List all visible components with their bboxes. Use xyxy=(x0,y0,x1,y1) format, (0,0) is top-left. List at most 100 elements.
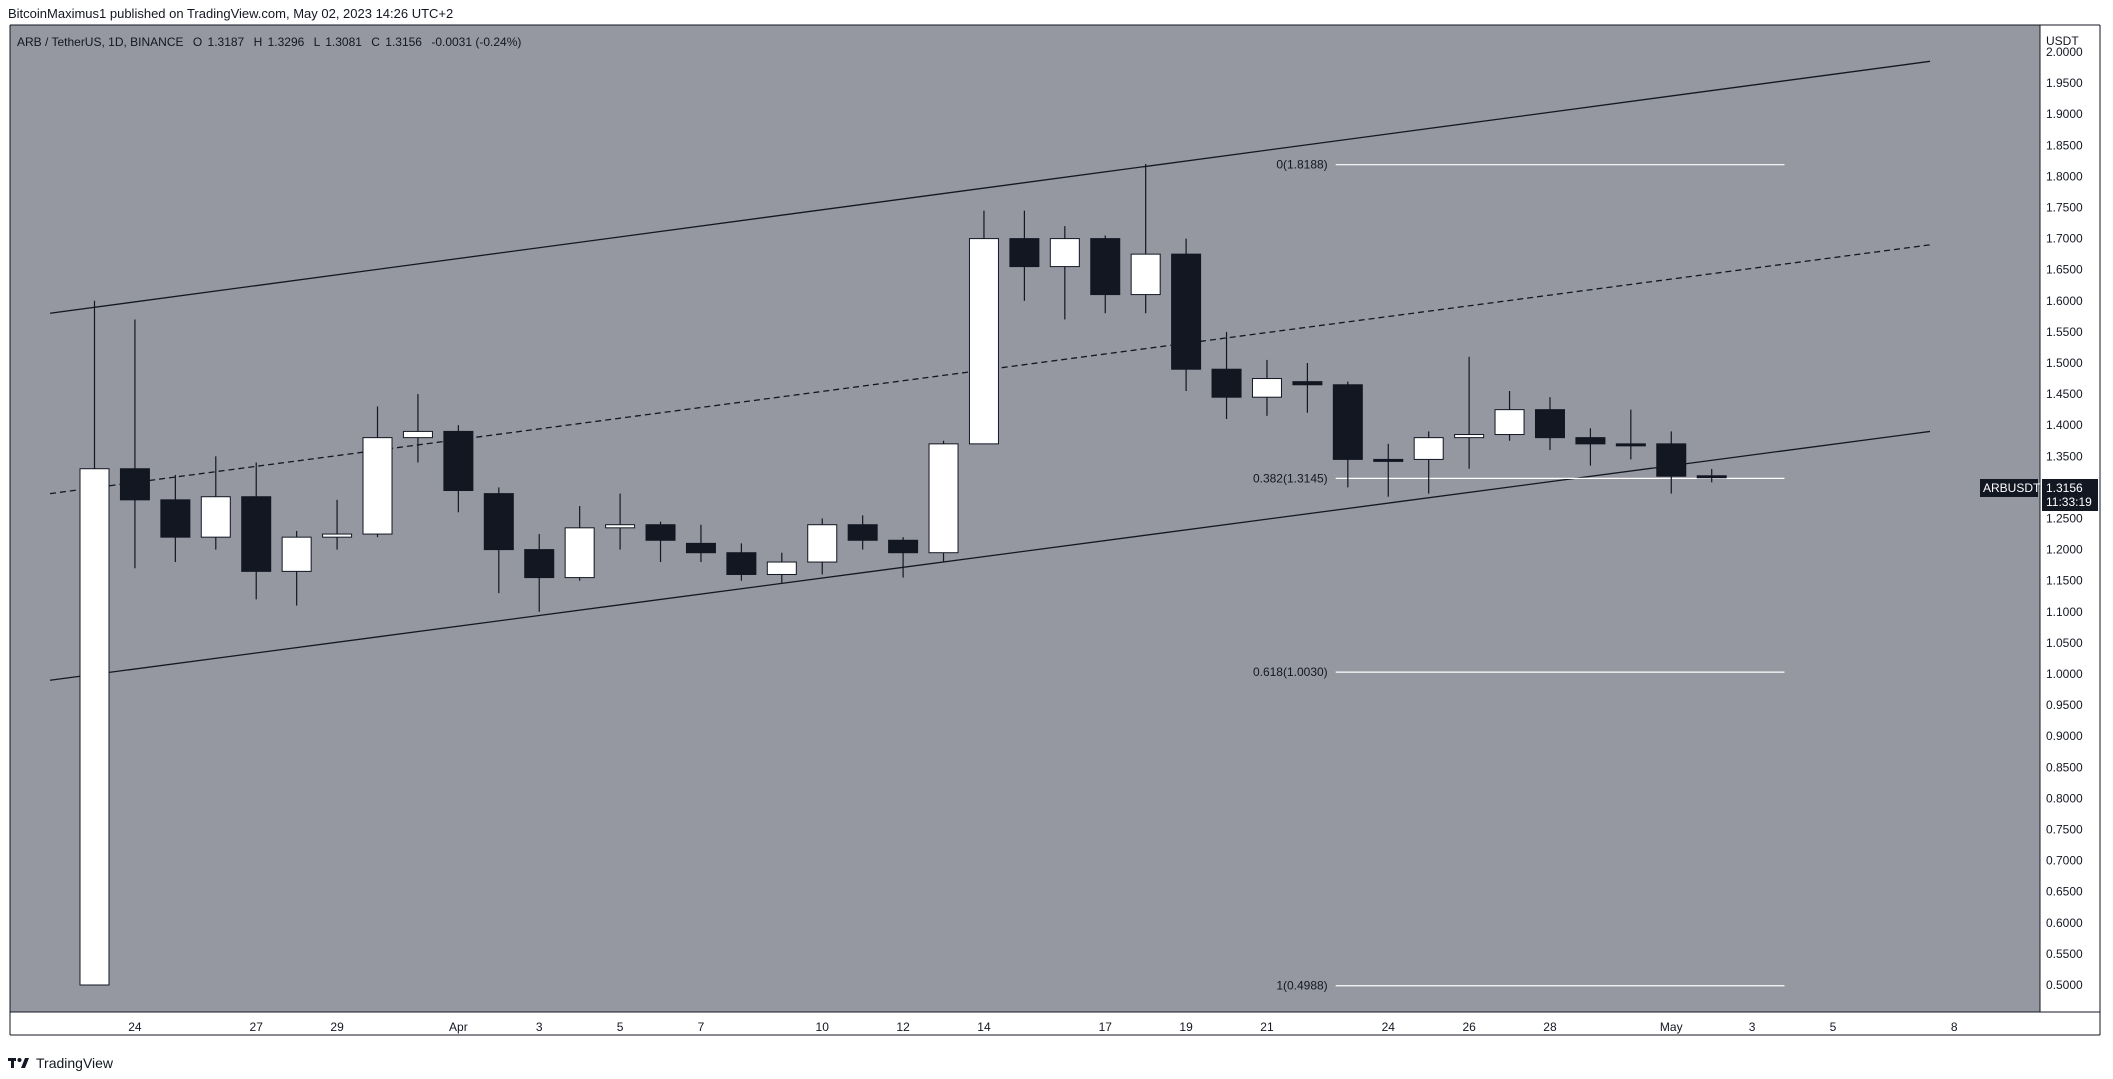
candle-body xyxy=(807,524,838,563)
candle xyxy=(1696,468,1727,483)
candle-body xyxy=(1454,434,1485,439)
candle-body xyxy=(1534,409,1565,439)
candle-body xyxy=(1130,253,1161,296)
time-tick-label: 21 xyxy=(1260,1020,1274,1034)
legend-change: -0.0031 (-0.24%) xyxy=(431,35,521,49)
price-tick-label: 1.7500 xyxy=(2046,201,2083,215)
candle xyxy=(1130,163,1161,314)
time-tick-label: 24 xyxy=(128,1020,142,1034)
time-tick-label: 8 xyxy=(1951,1020,1958,1034)
legend-close-value: 1.3156 xyxy=(385,35,422,49)
price-tick-label: 1.2000 xyxy=(2046,543,2083,557)
price-tick-label: 1.4000 xyxy=(2046,418,2083,432)
candle-body xyxy=(322,533,353,538)
candle xyxy=(402,394,433,463)
candle-body xyxy=(1171,253,1202,370)
candle-body xyxy=(200,496,231,538)
candle xyxy=(1211,331,1242,419)
candle xyxy=(79,300,110,986)
candle xyxy=(1454,356,1485,469)
candle xyxy=(1575,428,1606,466)
time-tick-label: 7 xyxy=(698,1020,705,1034)
time-axis[interactable]: 24 27 29 Apr 3 5 7 10 12 14 17 19 21 24 26 28 May 3 5 8 xyxy=(128,1020,1958,1034)
candle xyxy=(1049,226,1080,320)
candle-body xyxy=(1373,458,1404,462)
candle xyxy=(1494,390,1525,441)
candle-body xyxy=(645,524,676,541)
candle-body xyxy=(160,499,191,538)
candle xyxy=(1292,363,1323,413)
price-tick-label: 0.7500 xyxy=(2046,823,2083,837)
candle-body xyxy=(888,539,919,554)
legend-open-label: O xyxy=(193,35,202,49)
price-tick-label: 0.9500 xyxy=(2046,698,2083,712)
candle xyxy=(888,537,919,578)
last-price-tag: ARBUSDT 1.3156 11:33:19 xyxy=(1980,479,2098,511)
legend-low-label: L xyxy=(314,35,321,49)
price-tick-label: 1.6500 xyxy=(2046,263,2083,277)
candle xyxy=(483,487,514,594)
price-tick-label: 1.5500 xyxy=(2046,325,2083,339)
candle xyxy=(726,543,757,581)
candle xyxy=(1656,431,1687,494)
candle xyxy=(322,499,353,550)
candle-body xyxy=(79,468,110,986)
candle xyxy=(524,534,555,612)
candle-body xyxy=(1292,381,1323,386)
time-tick-label: 17 xyxy=(1099,1020,1113,1034)
price-tick-label: 1.7000 xyxy=(2046,232,2083,246)
candle-body xyxy=(847,524,878,541)
legend-low-value: 1.3081 xyxy=(325,35,362,49)
candle-body xyxy=(1696,475,1727,479)
legend-line: ARB / TetherUS, 1D, BINANCE O 1.3187 H 1… xyxy=(17,35,521,49)
candle xyxy=(1251,359,1282,416)
candle xyxy=(685,524,716,563)
candle-body xyxy=(1211,368,1242,398)
candle xyxy=(1009,210,1040,301)
fib-level-label-3: 1(0.4988) xyxy=(1276,979,1327,993)
legend-close-label: C xyxy=(371,35,380,49)
candle-body xyxy=(362,437,393,535)
price-tick-label: 1.5000 xyxy=(2046,356,2083,370)
price-tick-label: 1.8000 xyxy=(2046,169,2083,183)
candle xyxy=(160,474,191,563)
candle xyxy=(766,552,797,584)
time-tick-label: 14 xyxy=(977,1020,991,1034)
price-axis-unit: USDT xyxy=(2046,34,2079,48)
candle-body xyxy=(1615,443,1646,447)
candle xyxy=(281,530,312,606)
channel-median-line xyxy=(49,244,1931,495)
candle-body xyxy=(1049,238,1080,268)
footer: TradingView xyxy=(8,1052,113,1074)
price-tick-label: 1.9000 xyxy=(2046,107,2083,121)
legend-symbol: ARB / TetherUS, 1D, BINANCE xyxy=(17,35,184,49)
price-tick-label: 1.0000 xyxy=(2046,667,2083,681)
candle-body xyxy=(241,496,272,572)
price-tick-label: 1.3500 xyxy=(2046,449,2083,463)
candle xyxy=(645,521,676,563)
price-tick-label: 0.6000 xyxy=(2046,916,2083,930)
candle-body xyxy=(119,468,150,501)
price-axis-background xyxy=(2040,25,2100,1012)
time-tick-label: 24 xyxy=(1382,1020,1396,1034)
candle-body xyxy=(928,443,959,554)
candle xyxy=(1171,238,1202,391)
candle xyxy=(1413,431,1444,494)
price-tick-label: 1.8500 xyxy=(2046,138,2083,152)
price-tick-label: 1.0500 xyxy=(2046,636,2083,650)
candle-body xyxy=(1090,238,1121,296)
candle xyxy=(1373,443,1404,497)
time-tick-label: 10 xyxy=(816,1020,830,1034)
candle xyxy=(362,406,393,538)
time-tick-label: 3 xyxy=(536,1020,543,1034)
time-tick-label: 28 xyxy=(1543,1020,1557,1034)
price-axis[interactable]: 2.0000 1.9500 1.9000 1.8500 1.8000 1.7500 1.70… xyxy=(2046,45,2083,992)
price-tick-label: 1.6000 xyxy=(2046,294,2083,308)
price-tick-label: 1.1000 xyxy=(2046,605,2083,619)
candle-body xyxy=(1251,378,1282,398)
candle xyxy=(968,210,999,445)
price-tick-label: 0.6500 xyxy=(2046,885,2083,899)
time-tick-label: 5 xyxy=(1830,1020,1837,1034)
candle-body xyxy=(564,527,595,579)
